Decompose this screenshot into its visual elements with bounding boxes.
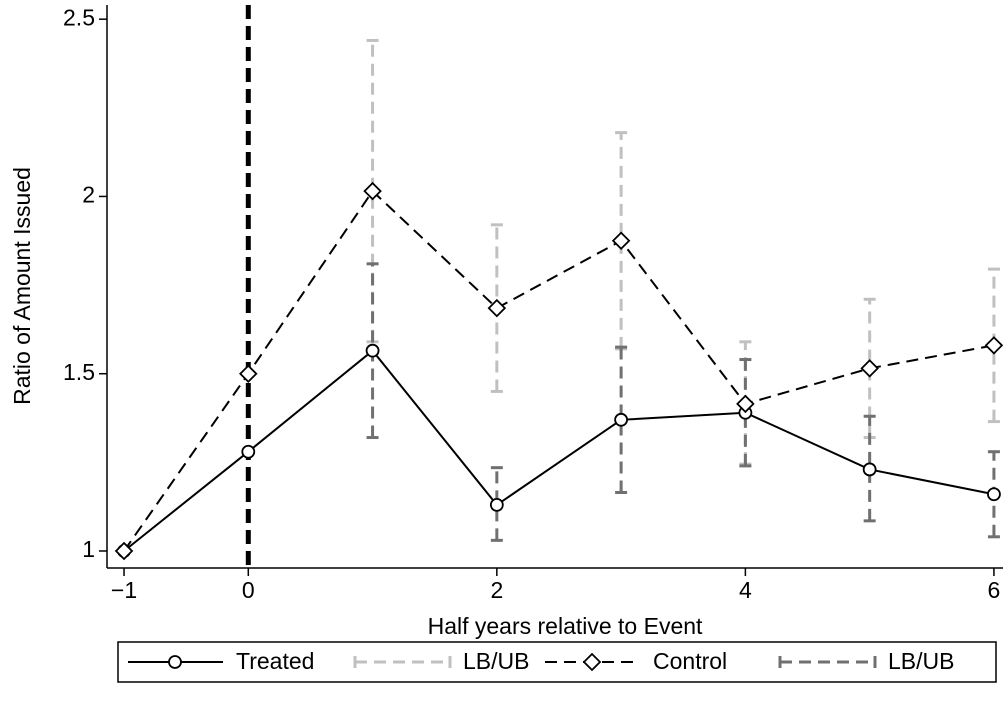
legend-marker [582, 652, 602, 672]
marker [365, 343, 380, 358]
x-tick-label: 4 [739, 577, 752, 603]
marker [614, 412, 629, 427]
marker [984, 336, 1003, 355]
marker [239, 364, 258, 383]
y-axis-label: Ratio of Amount Issued [9, 167, 35, 405]
legend-marker [168, 655, 182, 669]
marker [862, 462, 877, 477]
marker [987, 487, 1001, 502]
marker [489, 497, 504, 512]
legend-label: LB/UB [888, 648, 954, 674]
marker [363, 181, 382, 201]
legend-label: Control [653, 648, 727, 674]
series-line [123, 189, 995, 552]
x-tick-label: 6 [988, 577, 1001, 603]
marker [860, 359, 879, 378]
x-tick-label: 0 [242, 577, 255, 603]
marker [611, 231, 631, 251]
marker [114, 541, 134, 561]
series-line [123, 349, 995, 552]
x-tick-label: −1 [111, 577, 137, 603]
legend-label: LB/UB [463, 648, 529, 674]
y-tick-label: 1 [82, 536, 95, 562]
x-axis-label: Half years relative to Event [428, 613, 703, 639]
y-tick-label: 2 [82, 182, 95, 208]
x-tick-label: 2 [490, 577, 503, 603]
legend-box [117, 641, 997, 683]
y-tick-label: 2.5 [63, 4, 95, 30]
marker [241, 444, 256, 459]
marker [487, 298, 507, 318]
y-tick-label: 1.5 [63, 359, 95, 385]
legend-label: Treated [236, 648, 314, 674]
marker [736, 394, 755, 414]
